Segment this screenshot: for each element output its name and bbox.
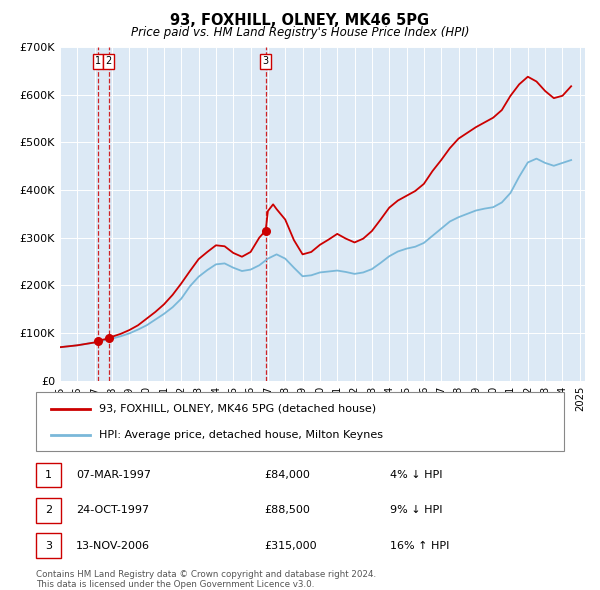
Text: Price paid vs. HM Land Registry's House Price Index (HPI): Price paid vs. HM Land Registry's House … bbox=[131, 26, 469, 39]
Text: £88,500: £88,500 bbox=[264, 506, 310, 515]
Text: Contains HM Land Registry data © Crown copyright and database right 2024.: Contains HM Land Registry data © Crown c… bbox=[36, 569, 376, 579]
Text: HPI: Average price, detached house, Milton Keynes: HPI: Average price, detached house, Milt… bbox=[99, 430, 383, 440]
Text: This data is licensed under the Open Government Licence v3.0.: This data is licensed under the Open Gov… bbox=[36, 580, 314, 589]
Text: 93, FOXHILL, OLNEY, MK46 5PG (detached house): 93, FOXHILL, OLNEY, MK46 5PG (detached h… bbox=[99, 404, 376, 414]
Text: £315,000: £315,000 bbox=[264, 541, 317, 550]
Text: 16% ↑ HPI: 16% ↑ HPI bbox=[390, 541, 449, 550]
Text: 1: 1 bbox=[95, 57, 101, 67]
Text: 9% ↓ HPI: 9% ↓ HPI bbox=[390, 506, 443, 515]
Text: 13-NOV-2006: 13-NOV-2006 bbox=[76, 541, 150, 550]
Text: 3: 3 bbox=[45, 541, 52, 550]
Text: 2: 2 bbox=[106, 57, 112, 67]
Text: £84,000: £84,000 bbox=[264, 470, 310, 480]
Text: 07-MAR-1997: 07-MAR-1997 bbox=[76, 470, 151, 480]
Text: 93, FOXHILL, OLNEY, MK46 5PG: 93, FOXHILL, OLNEY, MK46 5PG bbox=[170, 13, 430, 28]
Text: 24-OCT-1997: 24-OCT-1997 bbox=[76, 506, 149, 515]
Text: 4% ↓ HPI: 4% ↓ HPI bbox=[390, 470, 443, 480]
Text: 2: 2 bbox=[45, 506, 52, 515]
Text: 3: 3 bbox=[263, 57, 269, 67]
Text: 1: 1 bbox=[45, 470, 52, 480]
